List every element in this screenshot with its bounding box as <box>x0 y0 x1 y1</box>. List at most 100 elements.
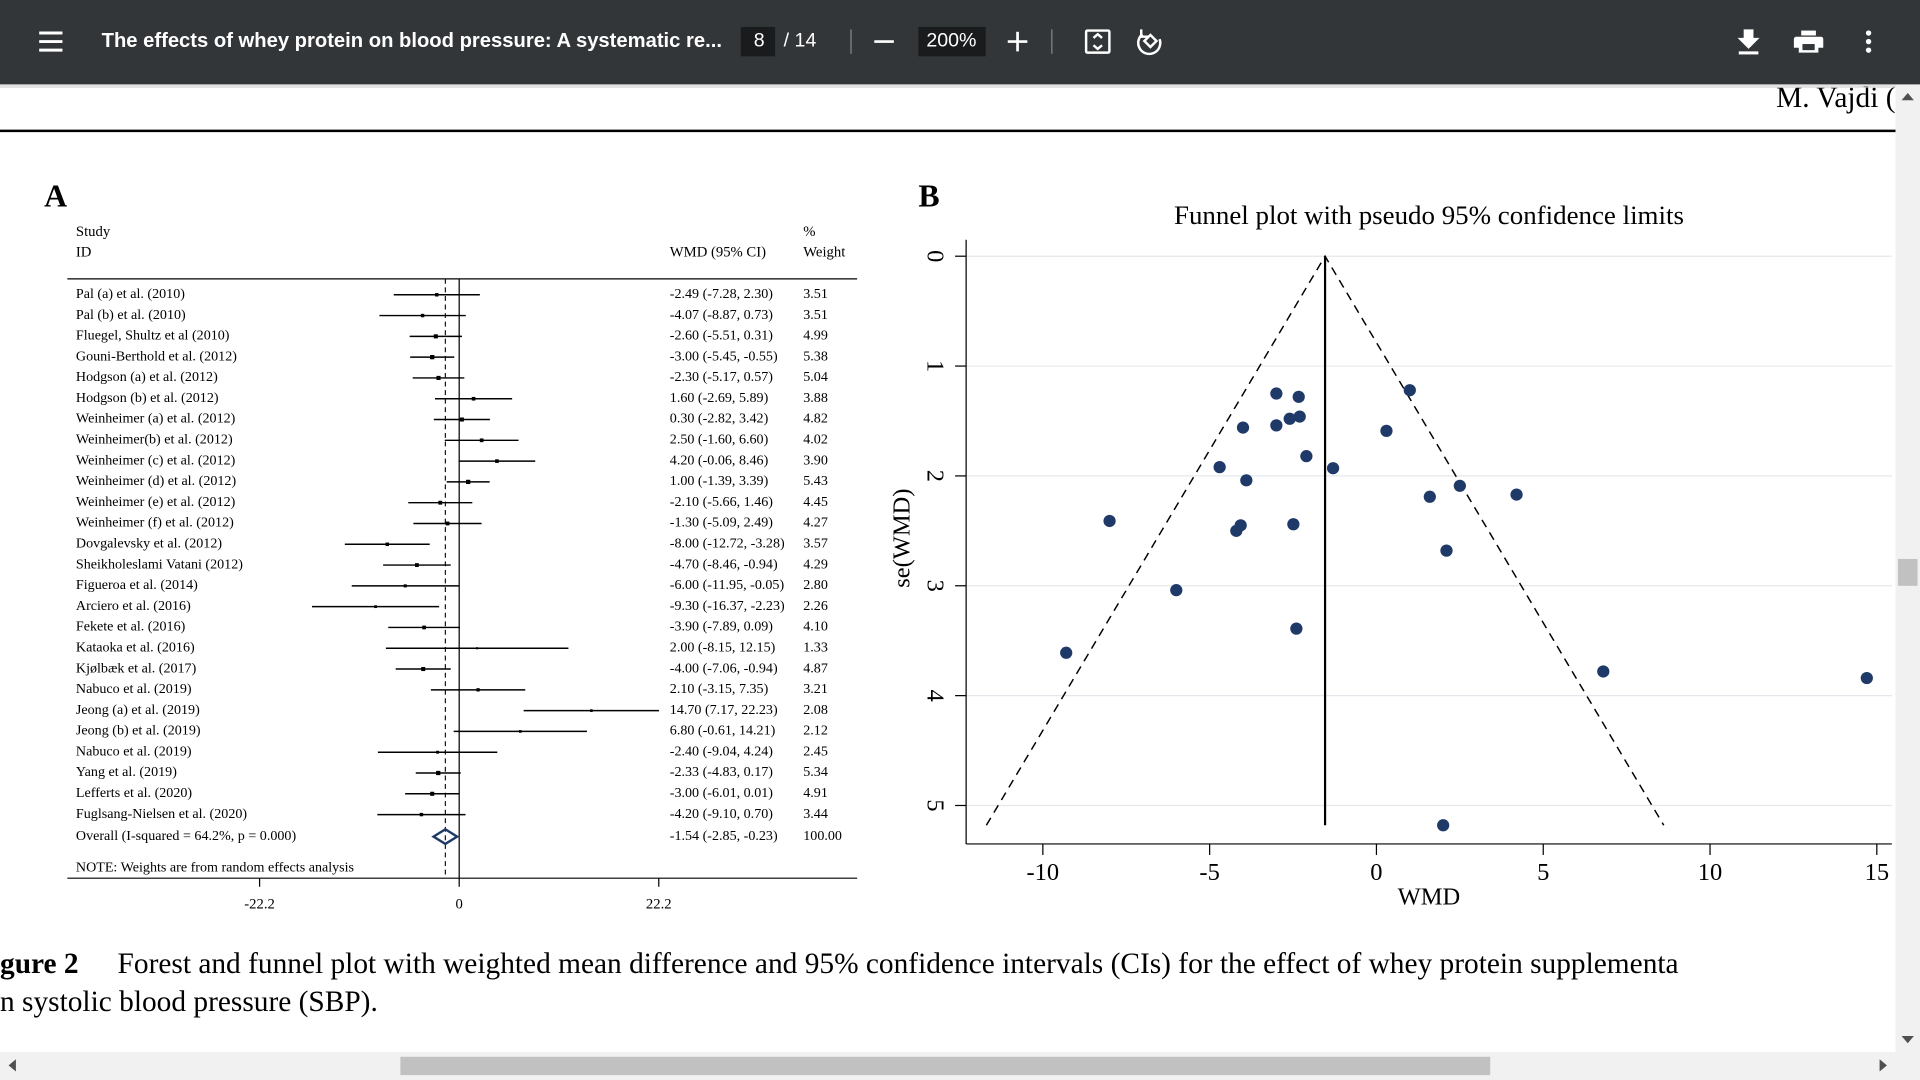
weight-label: 3.57 <box>803 536 828 552</box>
scroll-up[interactable] <box>1901 92 1914 101</box>
study-point <box>1437 819 1450 832</box>
effect-label: -8.00 (-12.72, -3.28) <box>670 536 785 552</box>
column-header: ID <box>76 245 92 261</box>
study-point <box>1270 387 1283 400</box>
study-point <box>1440 544 1453 557</box>
effect-label: -4.07 (-8.87, 0.73) <box>670 307 773 323</box>
weight-label: 2.26 <box>803 598 828 614</box>
study-label: Arciero et al. (2016) <box>76 598 191 614</box>
study-label: Fuglsang-Nielsen et al. (2020) <box>76 806 247 822</box>
y-tick-label: 1 <box>921 360 948 372</box>
study-label: Fekete et al. (2016) <box>76 619 186 635</box>
study-point <box>1860 671 1873 685</box>
weight-label: 3.90 <box>803 452 828 468</box>
weight-label: 3.44 <box>803 806 828 822</box>
study-label: Jeong (b) et al. (2019) <box>76 723 201 739</box>
study-square <box>435 293 439 297</box>
fit-page[interactable] <box>1084 29 1111 54</box>
x-tick-label: 22.2 <box>646 896 672 912</box>
weight-label: 100.00 <box>803 828 842 844</box>
study-square <box>419 812 424 817</box>
study-point <box>1290 622 1303 635</box>
y-axis-title: se(WMD) <box>888 489 915 588</box>
download[interactable] <box>1737 29 1760 55</box>
overall-label: Overall (I-squared = 64.2%, p = 0.000) <box>76 828 297 844</box>
study-square <box>479 438 484 443</box>
zoom-level[interactable]: 200% <box>926 30 976 52</box>
rotate[interactable] <box>1137 29 1162 56</box>
study-label: Pal (a) et al. (2010) <box>76 286 185 302</box>
scrollbar-thumb[interactable] <box>400 1056 1491 1076</box>
effect-label: 1.00 (-1.39, 3.39) <box>670 473 769 489</box>
zoom-in[interactable] <box>1007 31 1028 52</box>
zoom-input[interactable] <box>918 26 986 57</box>
effect-label: -2.10 (-5.66, 1.46) <box>670 494 773 510</box>
study-label: Weinheimer (a) et al. (2012) <box>76 411 236 427</box>
y-tick-label: 5 <box>921 799 948 811</box>
print[interactable] <box>1793 30 1824 53</box>
study-point <box>1287 518 1300 531</box>
effect-label: -3.00 (-6.01, 0.01) <box>670 785 773 801</box>
study-point <box>1270 419 1283 432</box>
weight-label: 2.12 <box>803 723 828 739</box>
effect-label: -1.30 (-5.09, 2.49) <box>670 515 773 531</box>
study-label: Dovgalevsky et al. (2012) <box>76 536 222 552</box>
weight-label: 4.10 <box>803 619 828 635</box>
study-label: Jeong (a) et al. (2019) <box>76 702 200 718</box>
weight-label: 4.27 <box>803 515 828 531</box>
effect-label: 1.60 (-2.69, 5.89) <box>670 390 769 406</box>
study-label: Weinheimer (d) et al. (2012) <box>76 473 237 489</box>
effect-label: -4.00 (-7.06, -0.94) <box>670 660 778 676</box>
study-square <box>459 417 464 422</box>
x-tick-label: 0 <box>1370 859 1382 886</box>
study-square <box>421 667 426 672</box>
study-square <box>415 563 419 567</box>
overall-diamond <box>431 827 460 846</box>
weight-label: 4.87 <box>803 660 828 676</box>
effect-label: -2.60 (-5.51, 0.31) <box>670 328 773 344</box>
pseudo-ci-limits <box>985 254 1665 826</box>
study-point <box>1510 488 1523 501</box>
page-total: / 14 <box>784 30 817 52</box>
x-axis-title: WMD <box>1398 884 1461 911</box>
scroll-left[interactable] <box>8 1059 16 1072</box>
weight-label: 5.38 <box>803 348 828 364</box>
page-input[interactable] <box>740 26 776 57</box>
study-label: Pal (b) et al. (2010) <box>76 307 186 323</box>
effect-label: 2.10 (-3.15, 7.35) <box>670 681 769 697</box>
study-square <box>466 479 471 485</box>
menu-button[interactable] <box>39 31 63 52</box>
study-square <box>436 750 440 754</box>
study-point <box>1293 410 1306 423</box>
weight-label: 5.34 <box>803 764 828 780</box>
effect-label: 6.80 (-0.61, 14.21) <box>670 723 776 739</box>
document-title: The effects of whey protein on blood pre… <box>102 30 722 52</box>
more-actions[interactable] <box>1865 30 1872 53</box>
study-square <box>430 791 435 796</box>
study-square <box>436 375 441 380</box>
effect-label: -4.70 (-8.46, -0.94) <box>670 556 778 572</box>
weight-label: 4.82 <box>803 411 828 427</box>
study-square <box>518 730 522 733</box>
study-label: Nabuco et al. (2019) <box>76 743 192 759</box>
caption-text: Forest and funnel plot with weighted mea… <box>118 948 1679 980</box>
weight-label: 1.33 <box>803 639 828 655</box>
scroll-right[interactable] <box>1879 1059 1887 1072</box>
y-tick-label: 3 <box>921 580 948 592</box>
study-point <box>1213 461 1226 474</box>
footnote: NOTE: Weights are from random effects an… <box>76 860 354 876</box>
weight-label: 4.02 <box>803 432 828 448</box>
study-label: Hodgson (b) et al. (2012) <box>76 390 219 406</box>
scroll-down[interactable] <box>1901 1035 1914 1044</box>
study-label: Kataoka et al. (2016) <box>76 639 195 655</box>
caption-text: n systolic blood pressure (SBP). <box>0 986 378 1018</box>
page-current[interactable]: 8 <box>754 30 765 52</box>
study-label: Weinheimer (f) et al. (2012) <box>76 515 234 531</box>
effect-label: 4.20 (-0.06, 8.46) <box>670 452 769 468</box>
y-tick-label: 2 <box>921 470 948 482</box>
scrollbar-thumb[interactable] <box>1897 558 1918 586</box>
weight-label: 4.99 <box>803 328 828 344</box>
effect-label: -4.20 (-9.10, 0.70) <box>670 806 773 822</box>
study-square <box>430 355 435 360</box>
